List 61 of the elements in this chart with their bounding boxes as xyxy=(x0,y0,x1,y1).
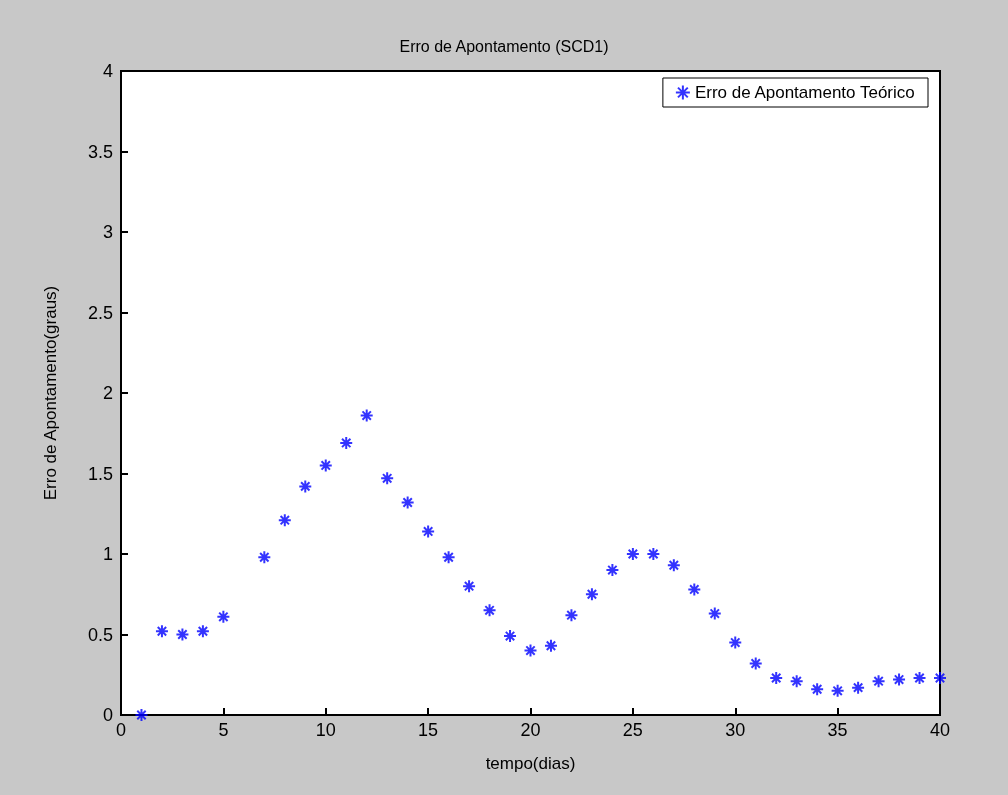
point xyxy=(380,471,395,486)
point xyxy=(216,609,231,624)
point xyxy=(871,674,886,689)
x-tick-label: 20 xyxy=(520,720,541,740)
point xyxy=(195,624,210,639)
legend-label: Erro de Apontamento Teórico xyxy=(694,83,915,102)
y-tick-label: 3.5 xyxy=(87,141,113,162)
point xyxy=(462,579,477,594)
point xyxy=(523,643,538,658)
y-tick-label: 3 xyxy=(102,222,113,242)
point xyxy=(789,674,804,689)
point xyxy=(748,656,763,671)
point xyxy=(482,603,497,618)
point xyxy=(503,629,518,644)
y-tick-label: 2 xyxy=(102,383,113,403)
point xyxy=(277,513,292,528)
point xyxy=(421,524,436,539)
y-tick-label: 0 xyxy=(102,705,113,725)
point xyxy=(810,682,825,697)
x-axis-title: tempo(dias) xyxy=(485,754,576,773)
y-axis-title: Erro de Apontamento(graus) xyxy=(41,285,60,501)
point xyxy=(298,479,313,494)
point xyxy=(851,680,866,695)
y-tick-label: 1.5 xyxy=(87,463,113,484)
x-tick-label: 25 xyxy=(622,720,643,740)
point xyxy=(769,670,784,685)
point xyxy=(666,558,681,573)
point xyxy=(625,547,640,561)
x-tick-label: 35 xyxy=(827,720,848,740)
x-tick-label: 10 xyxy=(315,720,336,740)
point xyxy=(400,495,415,510)
point xyxy=(728,635,743,650)
point xyxy=(912,670,927,685)
x-tick-label: 30 xyxy=(725,720,746,740)
point xyxy=(154,624,169,639)
point xyxy=(584,587,599,602)
chart-title: Erro de Apontamento (SCD1) xyxy=(399,37,609,55)
point xyxy=(707,606,722,621)
point xyxy=(257,550,272,565)
point xyxy=(134,708,149,722)
point xyxy=(646,547,661,561)
point xyxy=(339,435,354,450)
point xyxy=(318,458,333,473)
point xyxy=(687,582,702,597)
x-tick-label: 5 xyxy=(218,720,229,740)
y-tick-label: 1 xyxy=(102,544,113,564)
point xyxy=(543,638,558,653)
point xyxy=(359,408,374,423)
point xyxy=(892,672,907,687)
y-tick-label: 0.5 xyxy=(87,624,113,645)
point xyxy=(175,627,190,642)
x-tick-label: 15 xyxy=(418,720,439,740)
y-tick-label: 4 xyxy=(102,61,113,81)
point xyxy=(933,670,947,685)
y-tick-label: 2.5 xyxy=(87,302,113,323)
point xyxy=(830,683,845,698)
point xyxy=(441,550,456,565)
point xyxy=(564,608,579,623)
x-tick-label: 40 xyxy=(929,720,951,740)
point xyxy=(605,563,620,578)
x-tick-label: 0 xyxy=(115,720,127,740)
